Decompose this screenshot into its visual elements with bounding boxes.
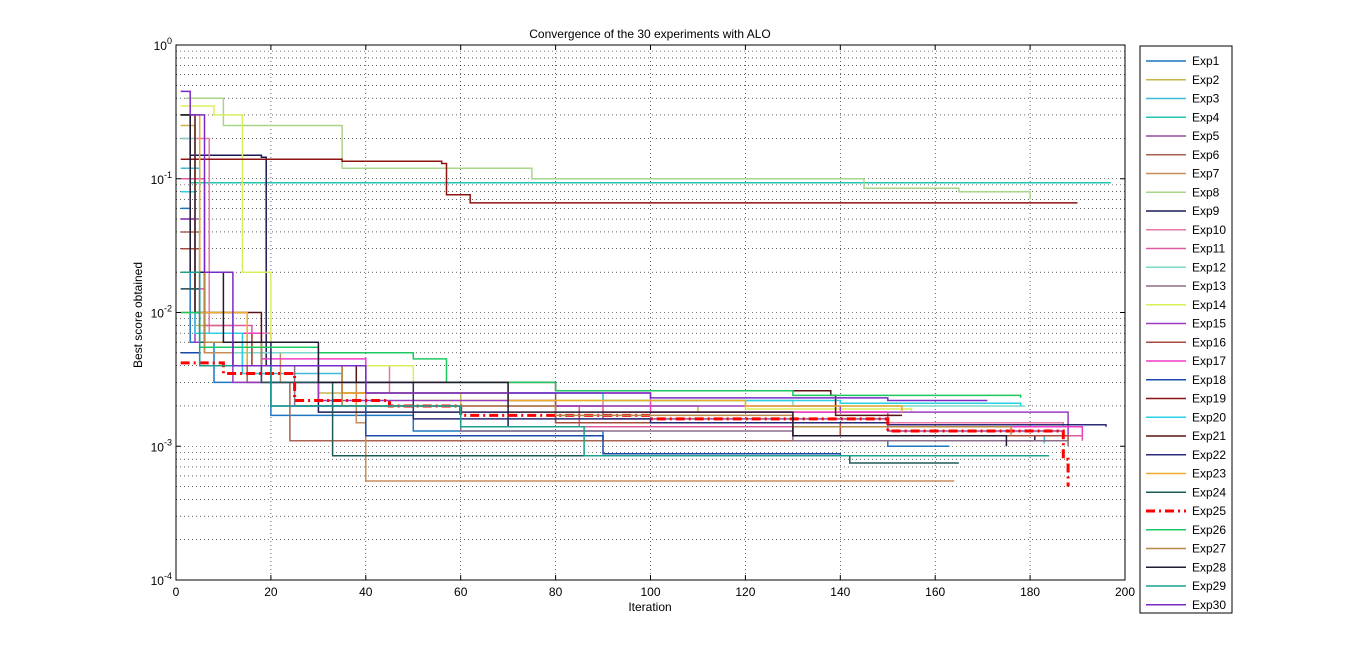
legend-label-exp8: Exp8 — [1192, 185, 1220, 199]
legend-label-exp11: Exp11 — [1192, 242, 1225, 256]
legend-label-exp17: Exp17 — [1192, 354, 1226, 368]
legend-label-exp13: Exp13 — [1192, 279, 1226, 293]
legend-label-exp24: Exp24 — [1192, 485, 1226, 499]
series-group — [180, 90, 1111, 487]
y-axis-label: Best score obtained — [131, 262, 145, 368]
series-line-exp19 — [180, 158, 1078, 204]
x-tick-group: 0 20 40 60 80 100 120 140 160 180 200 — [173, 45, 1135, 599]
legend-label-exp10: Exp10 — [1192, 223, 1226, 237]
legend-label-exp7: Exp7 — [1192, 167, 1220, 181]
plot-area — [176, 45, 1125, 580]
legend-box — [1139, 45, 1233, 614]
x-axis-label: Iteration — [628, 600, 671, 614]
legend-label-exp15: Exp15 — [1192, 317, 1226, 331]
legend-label-exp21: Exp21 — [1192, 429, 1226, 443]
series-line-exp8 — [185, 97, 1031, 200]
x-tick-label: 180 — [1020, 585, 1040, 599]
y-tick-label: 100 — [154, 36, 172, 53]
legend-label-exp27: Exp27 — [1192, 542, 1226, 556]
y-tick-label: 10-2 — [151, 304, 172, 321]
legend: Exp1 Exp2 Exp3 Exp4 Exp5 Exp6 Exp7 Exp8 Exp9 Exp1… — [1139, 45, 1233, 614]
legend-label-exp25: Exp25 — [1192, 504, 1226, 518]
legend-label-exp22: Exp22 — [1192, 448, 1226, 462]
y-tick-group: 10-4 10-3 10-2 10-1 100 — [151, 36, 1125, 588]
x-tick-label: 120 — [735, 585, 755, 599]
x-tick-label: 20 — [264, 585, 278, 599]
legend-label-exp26: Exp26 — [1192, 523, 1226, 537]
legend-label-exp3: Exp3 — [1192, 92, 1220, 106]
legend-label-exp2: Exp2 — [1192, 73, 1220, 87]
legend-label-exp9: Exp9 — [1192, 204, 1220, 218]
x-tick-label: 160 — [925, 585, 945, 599]
legend-label-exp30: Exp30 — [1192, 598, 1226, 612]
y-tick-label: 10-4 — [151, 571, 172, 588]
legend-label-exp1: Exp1 — [1192, 54, 1220, 68]
series-line-exp29 — [180, 271, 1050, 457]
y-tick-label: 10-3 — [151, 437, 172, 454]
x-tick-label: 60 — [454, 585, 468, 599]
legend-label-exp14: Exp14 — [1192, 298, 1226, 312]
legend-label-exp4: Exp4 — [1192, 110, 1220, 124]
legend-label-exp6: Exp6 — [1192, 148, 1220, 162]
x-tick-label: 140 — [830, 585, 850, 599]
legend-label-exp18: Exp18 — [1192, 373, 1226, 387]
legend-label-exp19: Exp19 — [1192, 392, 1226, 406]
x-tick-label: 80 — [549, 585, 563, 599]
legend-label-exp29: Exp29 — [1192, 579, 1226, 593]
x-tick-label: 0 — [173, 585, 180, 599]
x-tick-label: 40 — [359, 585, 373, 599]
series-line-exp30 — [180, 90, 988, 402]
x-tick-label: 200 — [1115, 585, 1135, 599]
legend-label-exp20: Exp20 — [1192, 410, 1226, 424]
y-tick-label: 10-1 — [151, 170, 172, 187]
x-tick-label: 100 — [640, 585, 660, 599]
legend-label-exp16: Exp16 — [1192, 335, 1226, 349]
legend-label-exp23: Exp23 — [1192, 467, 1226, 481]
legend-label-exp5: Exp5 — [1192, 129, 1220, 143]
series-line-exp26 — [180, 311, 1022, 398]
chart-title: Convergence of the 30 experiments with A… — [529, 27, 770, 41]
legend-label-exp12: Exp12 — [1192, 260, 1226, 274]
legend-label-exp28: Exp28 — [1192, 560, 1226, 574]
series-line-exp25 — [180, 361, 1070, 487]
